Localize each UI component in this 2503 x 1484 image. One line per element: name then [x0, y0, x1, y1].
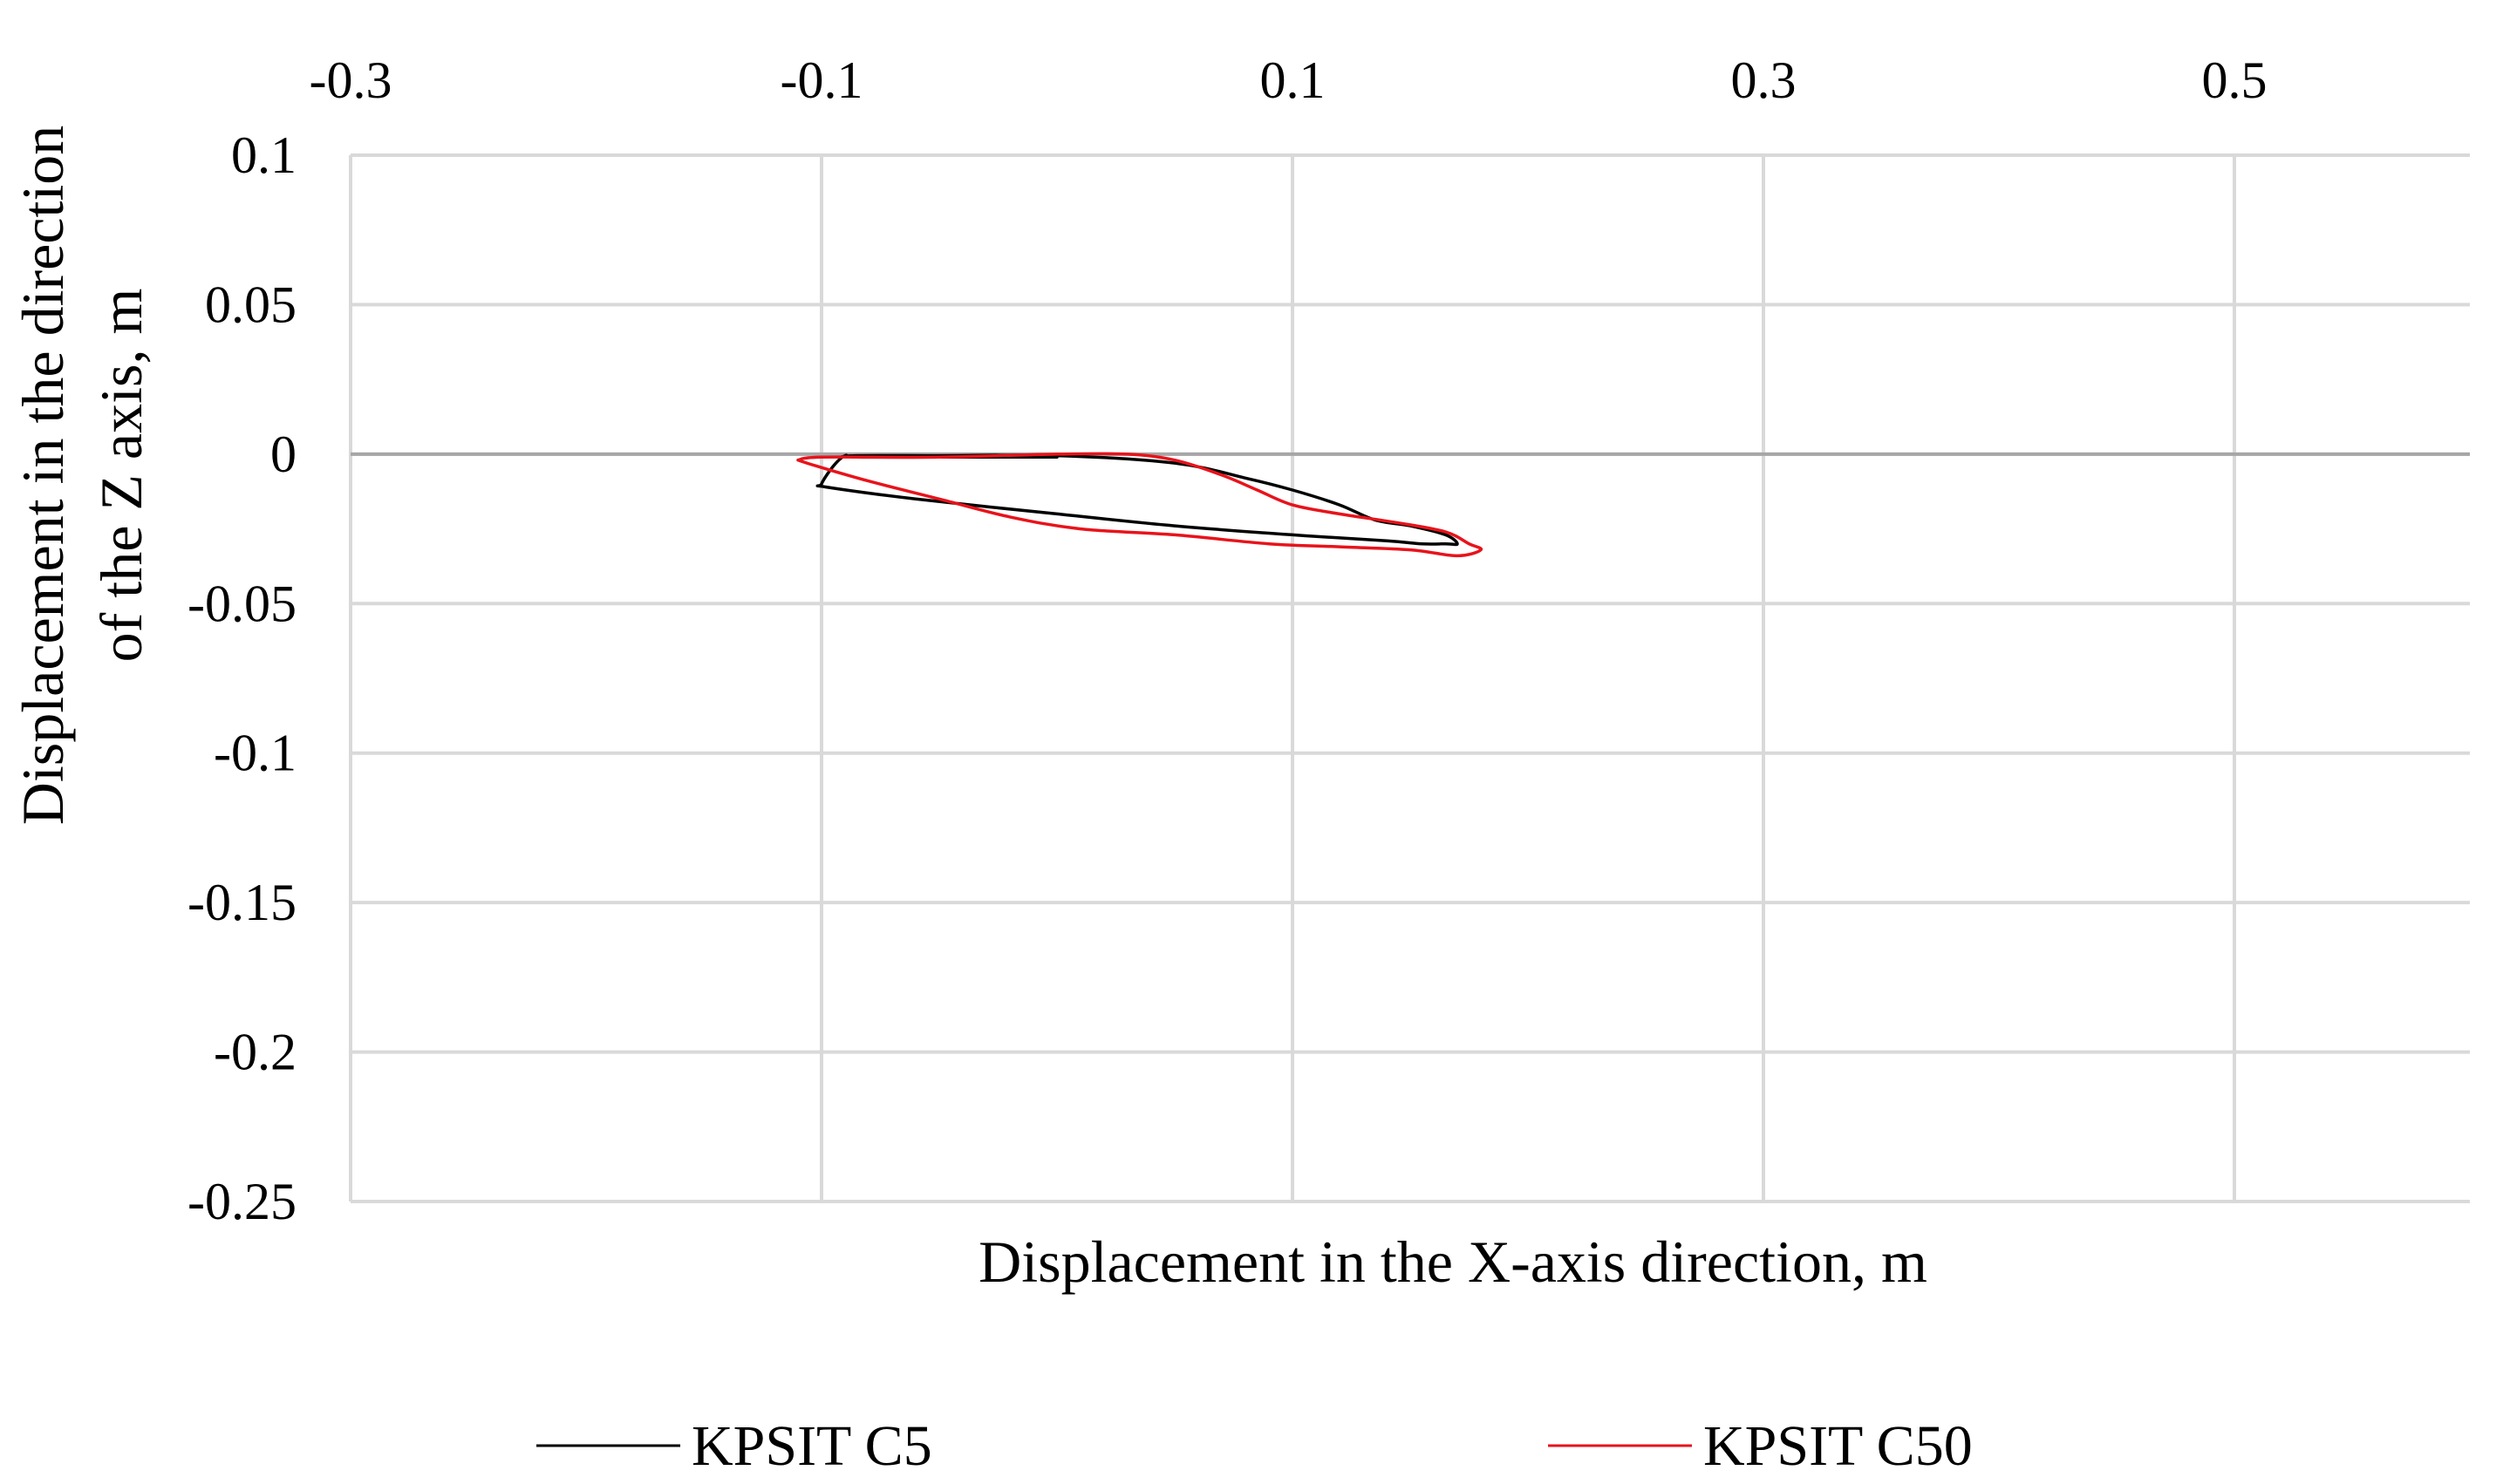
x-tick-label: 0.5: [2202, 51, 2268, 109]
y-tick-label: -0.15: [188, 874, 297, 931]
y-tick-label: -0.25: [188, 1173, 297, 1230]
legend-label-kpsit-c5: KPSIT C5: [692, 1414, 932, 1478]
y-tick-label: -0.2: [214, 1024, 297, 1081]
y-axis-title-line-2: of the Z axis, m: [88, 289, 154, 663]
x-tick-label: -0.3: [310, 51, 392, 109]
y-tick-label: 0: [270, 425, 297, 483]
y-axis-title-line-1: Displacement in the direction: [10, 126, 76, 826]
y-tick-label: -0.1: [214, 725, 297, 782]
x-tick-label: 0.1: [1260, 51, 1326, 109]
series-group: [796, 452, 1483, 558]
legend-label-kpsit-c50: KPSIT C50: [1703, 1414, 1973, 1478]
x-axis-title: Displacement in the X-axis direction, m: [979, 1229, 1927, 1295]
legend: KPSIT C5 KPSIT C50: [536, 1414, 1973, 1478]
y-axis-title: Displacement in the direction of the Z a…: [10, 126, 154, 826]
y-tick-label: -0.05: [188, 575, 297, 632]
y-tick-labels: 0.1 0.05 0 -0.05 -0.1 -0.15 -0.2 -0.25: [188, 126, 297, 1230]
x-tick-label: -0.1: [781, 51, 863, 109]
series-line-kpsit-c5: [815, 453, 1459, 547]
y-tick-label: 0.05: [205, 276, 297, 333]
x-tick-label: 0.3: [1731, 51, 1797, 109]
x-tick-labels: -0.3 -0.1 0.1 0.3 0.5: [310, 51, 2268, 109]
y-tick-label: 0.1: [231, 126, 297, 184]
series-line-kpsit-c50: [796, 452, 1483, 558]
